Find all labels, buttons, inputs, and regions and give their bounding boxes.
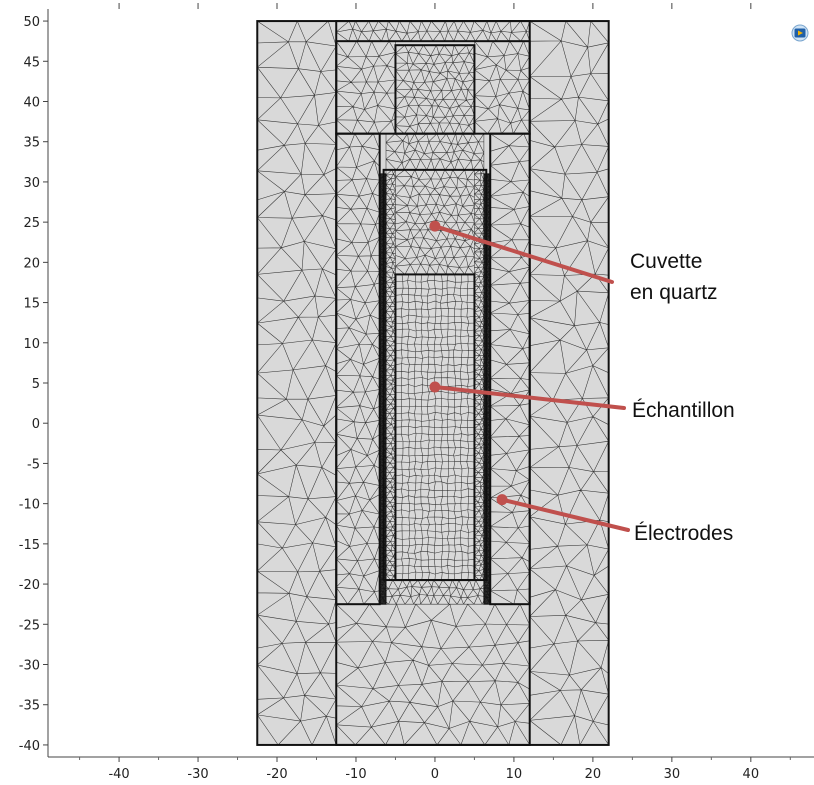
y-tick-label: -40 [19, 739, 40, 754]
callout-label: Cuvette [630, 250, 702, 273]
callout-label: en quartz [630, 281, 718, 304]
callout-leader-line [500, 497, 630, 532]
x-tick-label: 0 [431, 767, 439, 782]
y-tick-label: -25 [19, 618, 40, 633]
y-tick-label: 10 [23, 337, 40, 352]
x-tick-label: -30 [187, 767, 208, 782]
x-tick-label: -40 [108, 767, 129, 782]
y-axis-ticks: 50454035302520151050-5-10-15-20-25-30-35… [19, 15, 48, 754]
callout-leader-line [432, 385, 626, 410]
y-tick-label: 5 [32, 377, 40, 392]
y-tick-label: 35 [23, 136, 40, 151]
x-tick-label: 10 [506, 767, 523, 782]
x-tick-label: 20 [585, 767, 602, 782]
y-tick-label: -5 [27, 457, 40, 472]
callout-label: Électrodes [634, 522, 733, 545]
comsol-logo-icon[interactable] [791, 24, 809, 42]
top-slot-boundary [394, 44, 476, 135]
callout-label: Échantillon [632, 399, 735, 422]
x-tick-label: -20 [266, 767, 287, 782]
y-tick-label: 45 [23, 55, 40, 70]
geometry-boundaries [256, 20, 610, 746]
y-tick-label: -35 [19, 699, 40, 714]
y-tick-label: -30 [19, 659, 40, 674]
y-tick-label: 25 [23, 216, 40, 231]
y-tick-label: -15 [19, 538, 40, 553]
y-tick-label: 30 [23, 176, 40, 191]
left-electrode [379, 173, 387, 605]
x-tick-label: 40 [743, 767, 760, 782]
callout-dot [429, 220, 441, 232]
sample-boundary [394, 273, 476, 582]
y-tick-label: 20 [23, 256, 40, 271]
right-electrode [483, 173, 491, 605]
y-tick-label: 40 [23, 95, 40, 110]
y-tick-label: 50 [23, 15, 40, 30]
callout-leader-line [432, 224, 614, 284]
y-tick-label: -10 [19, 498, 40, 513]
callout-annotations: Cuvette en quartz Échantillon Électrodes [429, 220, 735, 545]
x-tick-label: -10 [345, 767, 366, 782]
y-tick-label: 0 [32, 417, 40, 432]
callout-dot [496, 494, 508, 506]
x-axis-ticks: -40 -30 -20 -10 0 10 20 30 40 [79, 3, 791, 782]
callout-dot [429, 381, 441, 393]
y-tick-label: 15 [23, 297, 40, 312]
x-tick-label: 30 [664, 767, 681, 782]
y-tick-label: -20 [19, 578, 40, 593]
